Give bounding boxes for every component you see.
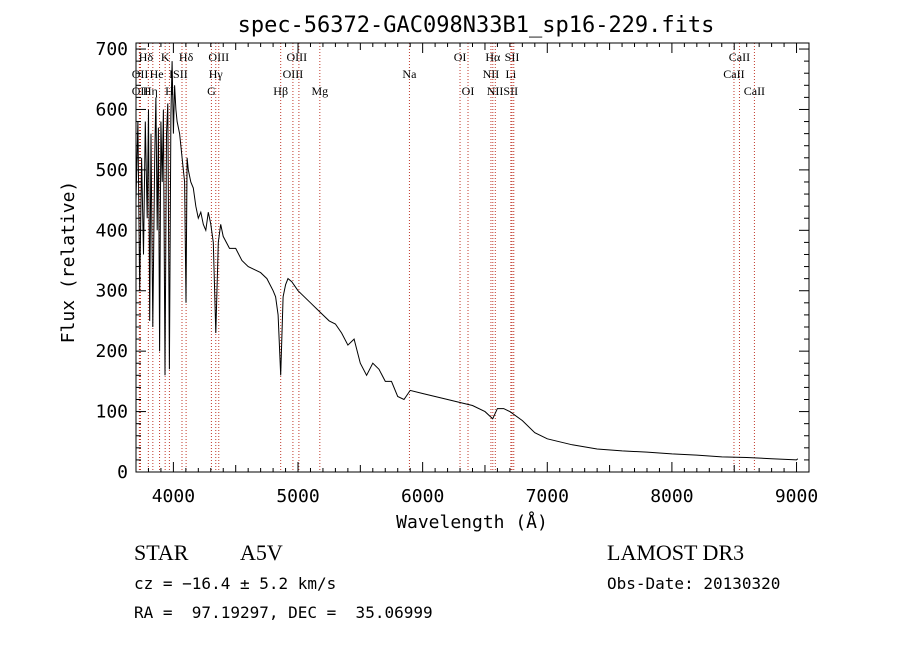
line-label-4: OIII [286,50,307,64]
redshift-readout: cz = −16.4 ± 5.2 km/s [134,574,337,593]
line-label-5: OI [454,50,467,64]
line-label-13: OIII [283,67,304,81]
line-label-3: OIII [208,50,229,64]
line-label-19: Hη [143,84,158,98]
y-axis-label: Flux (relative) [58,181,79,344]
line-label-16: Li [506,67,517,81]
line-label-2: Hδ [179,50,194,64]
line-label-25: NIISII [487,84,518,98]
x-axis: 4000 5000 6000 7000 8000 9000 [135,43,818,507]
coordinates-readout: RA = 97.19297, DEC = 35.06999 [134,603,433,622]
y-axis: 0 100 200 300 400 500 600 700 [95,39,809,483]
line-label-6: Hα [485,50,501,64]
spectral-line-markers [138,43,755,472]
plot-frame [135,42,810,473]
x-tick-label-5: 9000 [775,486,818,507]
observation-date: Obs-Date: 20130320 [607,574,781,593]
x-tick-label-2: 6000 [401,486,444,507]
y-tick-label-3: 300 [95,281,128,302]
line-label-22: Hβ [273,84,288,98]
line-label-0: Hδ [139,50,154,64]
y-tick-label-0: 0 [117,462,128,483]
line-label-7: SII [505,50,520,64]
x-tick-label-4: 8000 [650,486,693,507]
x-axis-label: Wavelength (Å) [396,511,548,533]
line-label-10: He [150,67,164,81]
line-label-8: CaII [729,50,750,64]
line-label-14: Na [402,67,417,81]
line-label-12: Hγ [209,67,224,81]
chart-title: spec-56372-GAC098N33B1_sp16-229.fits [238,13,715,38]
object-subclass: A5V [240,540,283,565]
spectrum-line [135,61,799,461]
line-label-9: OII [132,67,149,81]
line-label-15: NII [483,67,500,81]
x-tick-label-0: 4000 [152,486,195,507]
y-tick-label-6: 600 [95,99,128,120]
line-label-21: G [207,84,216,98]
y-tick-label-7: 700 [95,39,128,60]
line-label-26: CaII [744,84,765,98]
line-label-20: H [165,84,174,98]
line-label-24: OI [462,84,475,98]
line-label-17: CaII [723,67,744,81]
y-tick-label-5: 500 [95,160,128,181]
spectral-line-labels: Hδ K Hδ OIII OIII OI Hα SII CaII OII He ISII Hγ OIII N… [132,50,765,98]
survey-name: LAMOST DR3 [607,540,745,565]
line-label-1: K [161,50,170,64]
y-tick-label-2: 200 [95,341,128,362]
x-tick-label-3: 7000 [526,486,569,507]
line-label-23: Mg [311,84,328,98]
y-tick-label-4: 400 [95,220,128,241]
line-label-11: ISII [169,67,188,81]
x-tick-label-1: 5000 [276,486,319,507]
object-class: STAR [134,540,189,565]
y-tick-label-1: 100 [95,402,128,423]
